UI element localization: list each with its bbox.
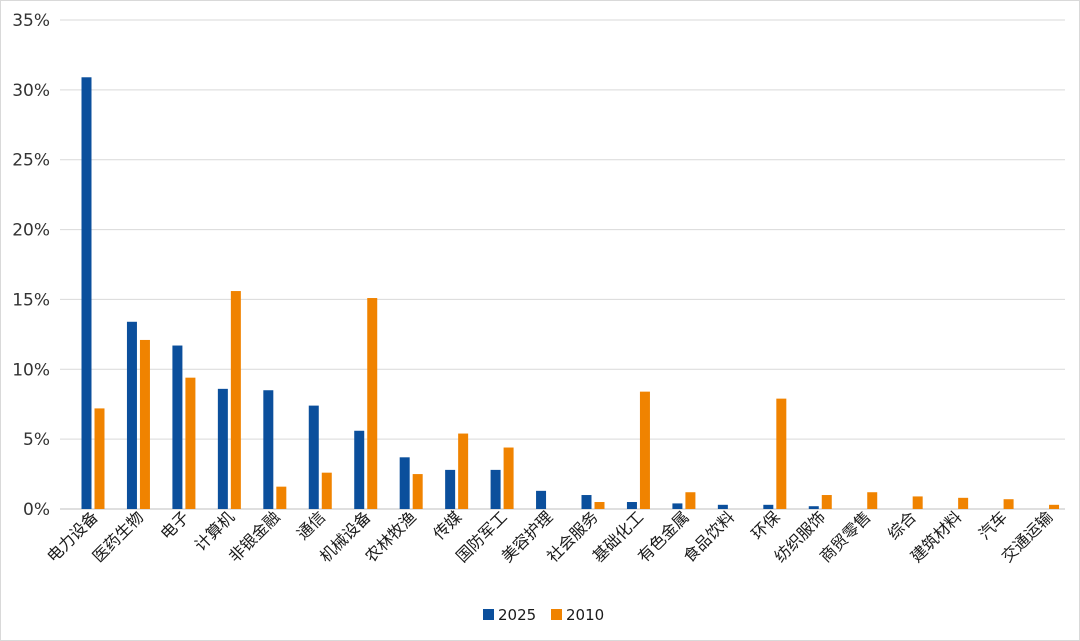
x-tick-label: 农林牧渔: [361, 507, 420, 566]
legend-label-2025: 2025: [498, 606, 536, 624]
bar-2010-有色金属: [685, 492, 696, 509]
x-tick-label: 非银金融: [225, 507, 284, 566]
x-tick-label: 传媒: [429, 507, 465, 543]
bar-2025-美容护理: [536, 490, 547, 509]
bar-2010-环保: [776, 398, 787, 509]
bar-2010-电子: [185, 377, 196, 509]
bar-2010-医药生物: [139, 339, 150, 509]
y-tick-label: 20%: [12, 221, 50, 241]
bar-2010-汽车: [1003, 499, 1014, 509]
bar-2025-通信: [308, 405, 319, 509]
bar-2010-机械设备: [367, 298, 378, 509]
y-tick-label: 10%: [12, 360, 50, 380]
x-tick-label: 建筑材料: [907, 507, 966, 566]
legend: 2025 2010: [483, 606, 604, 624]
bar-2025-传媒: [445, 469, 456, 509]
bar-2025-国防军工: [490, 469, 501, 509]
x-tick-label: 通信: [293, 507, 329, 543]
bar-2010-通信: [321, 472, 332, 509]
legend-swatch-2025: [483, 609, 494, 620]
gridlines: [60, 19, 1065, 510]
y-tick-label: 35%: [12, 11, 50, 31]
y-tick-label: 30%: [12, 81, 50, 101]
bars: [81, 77, 1060, 509]
bar-2025-计算机: [217, 388, 228, 509]
bar-2010-商贸零售: [867, 492, 878, 509]
bar-2025-非银金融: [263, 390, 274, 509]
bar-2025-电子: [172, 345, 183, 509]
x-tick-label: 食品饮料: [679, 507, 738, 566]
bar-2025-食品饮料: [717, 504, 728, 509]
bar-2025-机械设备: [354, 430, 365, 509]
x-tick-label: 电子: [157, 507, 193, 543]
x-tick-label: 汽车: [975, 507, 1011, 543]
bar-2010-建筑材料: [958, 497, 969, 509]
bar-2025-电力设备: [81, 77, 92, 509]
x-tick-label: 商贸零售: [816, 507, 875, 566]
bar-2025-医药生物: [126, 321, 137, 509]
y-tick-label: 15%: [12, 290, 50, 310]
y-tick-label: 25%: [12, 151, 50, 171]
bar-2010-电力设备: [94, 408, 105, 509]
bar-2010-社会服务: [594, 502, 605, 509]
bar-2010-交通运输: [1049, 504, 1060, 509]
bar-2025-农林牧渔: [399, 457, 410, 509]
legend-swatch-2010: [551, 609, 562, 620]
legend-label-2010: 2010: [566, 606, 604, 624]
bar-2010-纺织服饰: [821, 495, 832, 509]
x-tick-label: 医药生物: [89, 507, 148, 566]
bar-2025-有色金属: [672, 503, 683, 509]
bar-2010-计算机: [230, 291, 241, 509]
bar-2010-综合: [912, 496, 923, 509]
y-tick-label: 0%: [23, 500, 50, 520]
x-tick-label: 综合: [884, 507, 920, 543]
y-tick-label: 5%: [23, 430, 50, 450]
bar-2010-基础化工: [639, 391, 650, 509]
bar-2025-基础化工: [626, 502, 637, 509]
bar-2025-环保: [763, 504, 774, 509]
bar-2010-国防军工: [503, 447, 514, 509]
bar-2010-非银金融: [276, 486, 287, 509]
bar-2010-农林牧渔: [412, 474, 423, 509]
y-axis: 0% 5% 10% 15% 20% 25% 30% 35%: [12, 11, 50, 520]
x-tick-label: 环保: [748, 507, 784, 543]
bar-2010-传媒: [458, 433, 469, 509]
bar-2025-社会服务: [581, 495, 592, 509]
bar-2025-纺织服饰: [808, 506, 819, 509]
x-tick-label: 交通运输: [998, 507, 1057, 566]
